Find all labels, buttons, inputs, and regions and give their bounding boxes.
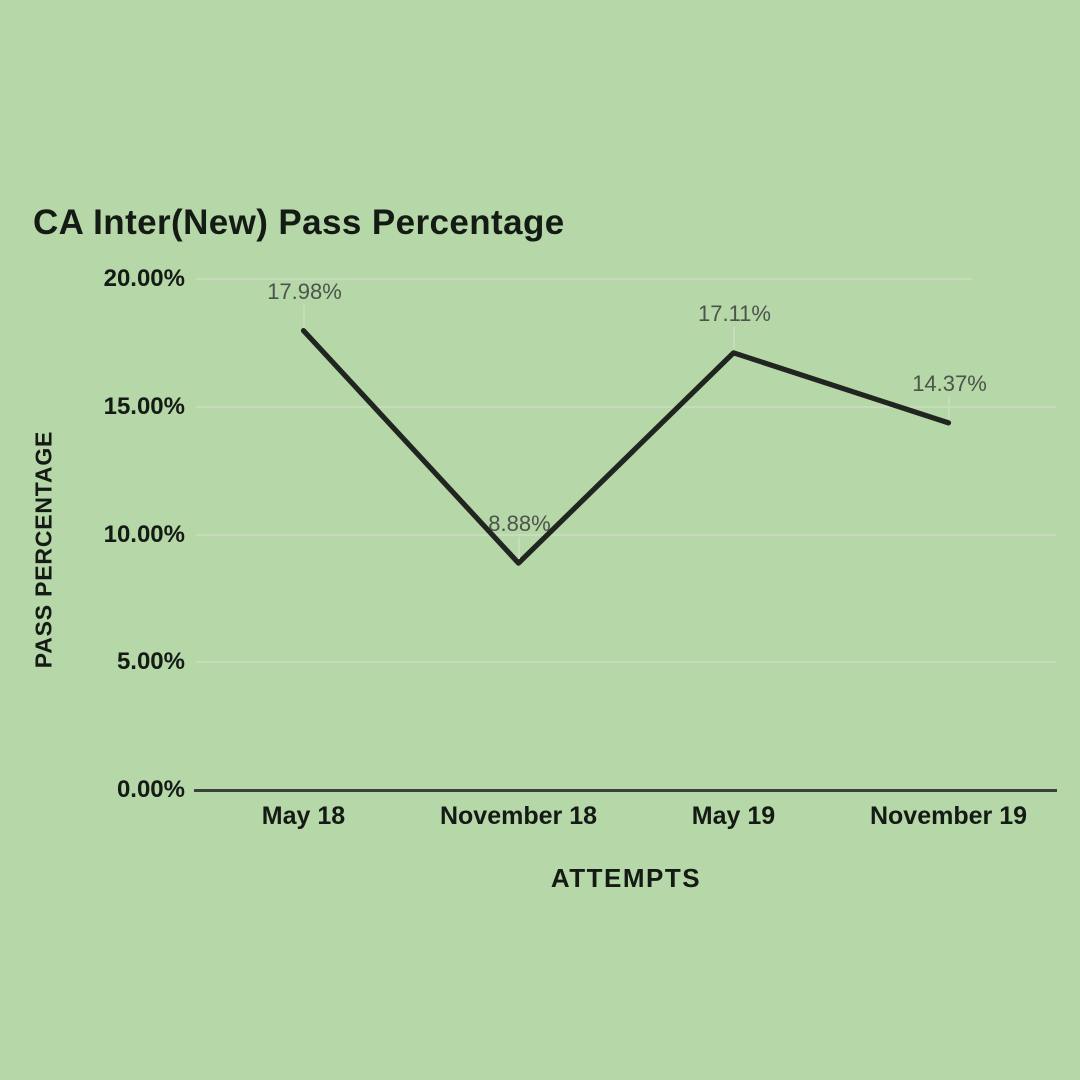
x-tick-label: November 19 [869, 802, 1028, 830]
x-tick-label: November 18 [439, 802, 598, 830]
x-tick-label: May 18 [261, 802, 346, 830]
data-point-label: 17.11% [698, 300, 771, 326]
label-leader-line [732, 326, 735, 349]
label-leader-line [947, 396, 950, 419]
pass-percentage-line [300, 328, 952, 566]
chart-title: CA Inter(New) Pass Percentage [33, 203, 565, 242]
data-point-label: 17.98% [267, 278, 342, 304]
x-axis-title: ATTEMPTS [550, 863, 702, 893]
gridline [196, 661, 1056, 664]
y-tick-label: 20.00% [103, 265, 185, 292]
x-tick-label: May 19 [691, 802, 776, 830]
data-point-label: 14.37% [912, 370, 987, 396]
gridline [196, 278, 972, 280]
x-axis-line [194, 789, 1057, 792]
label-leader-line [517, 537, 520, 560]
label-leader-line [302, 304, 305, 327]
y-tick-label: 0.00% [116, 776, 185, 803]
y-tick-label: 5.00% [116, 648, 185, 676]
data-point-label: 8.88% [488, 511, 551, 537]
y-tick-label: 10.00% [103, 520, 185, 548]
gridline [196, 533, 1056, 536]
y-axis-title: PASS PERCENTAGE [30, 430, 57, 669]
y-tick-label: 15.00% [103, 392, 185, 420]
gridline [196, 405, 1056, 408]
